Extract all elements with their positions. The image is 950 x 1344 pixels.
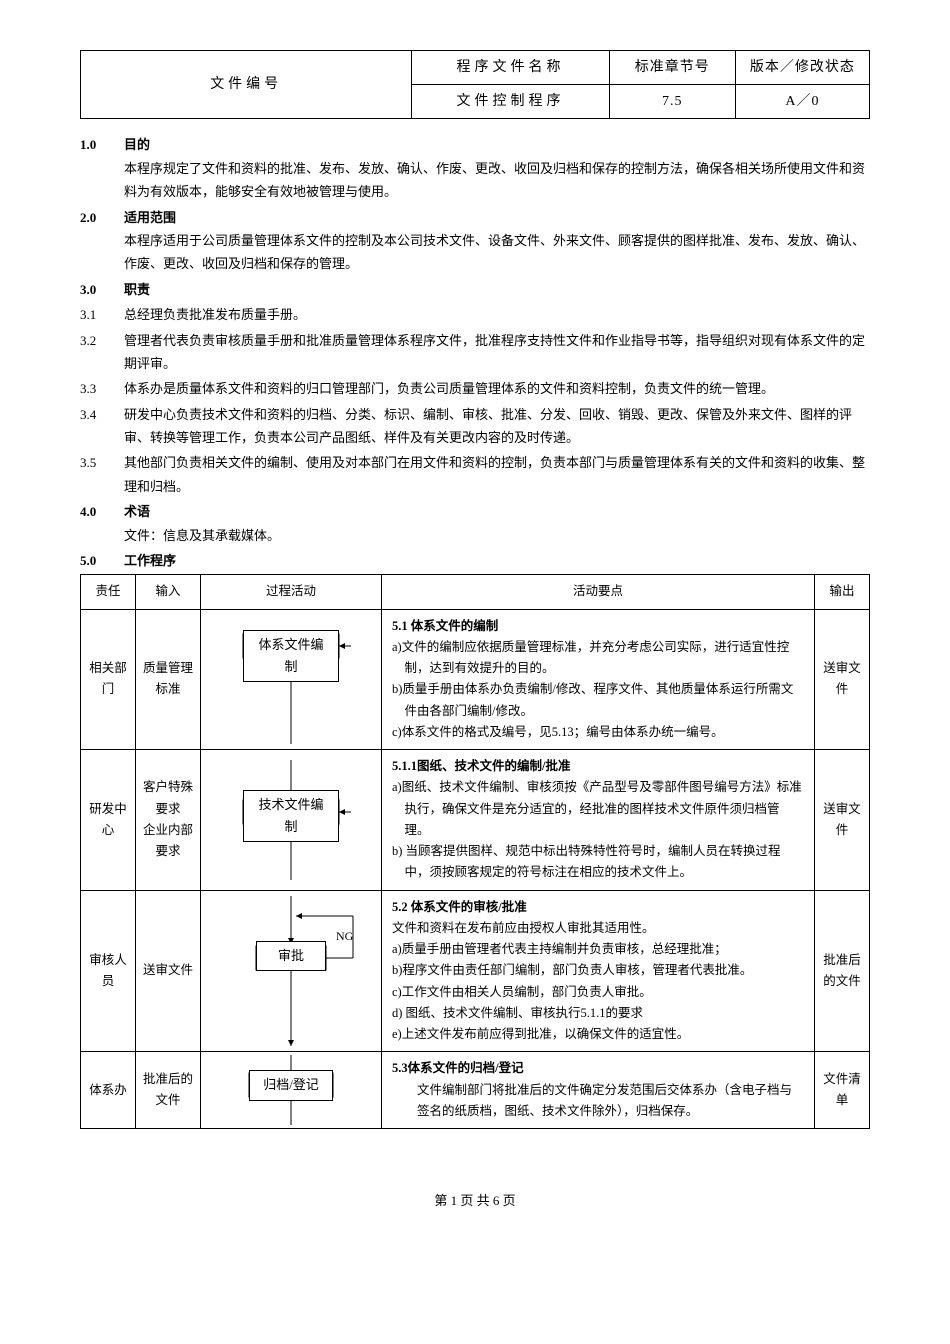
workflow-table: 责任 输入 过程活动 活动要点 输出 相关部门 质量管理标准 体系文件编制 5.…: [80, 574, 870, 1129]
r1-pb: b)质量手册由体系办负责编制/修改、程序文件、其他质量体系运行所需文件由各部门编…: [392, 679, 804, 722]
wf-row-4: 体系办 批准后的文件 归档/登记 5.3体系文件的归档/登记 文件编制部门将批准…: [81, 1052, 870, 1129]
r3-pc: c)工作文件由相关人员编制，部门负责人审批。: [392, 982, 804, 1003]
s3-1n: 3.1: [80, 303, 124, 326]
s3-5n: 3.5: [80, 451, 124, 498]
s1-num: 1.0: [80, 133, 124, 156]
r2-pts-title: 5.1.1图纸、技术文件的编制/批准: [392, 756, 804, 777]
s4-title: 术语: [124, 500, 870, 523]
wfh-input: 输入: [136, 575, 201, 609]
r1-pa: a)文件的编制应依据质量管理标准，并充分考虑公司实际，进行适宜性控制，达到有效提…: [392, 637, 804, 680]
s3-3n: 3.3: [80, 377, 124, 400]
flow-svg-3: NG: [201, 896, 381, 1046]
s3-3: 体系办是质量体系文件和资料的归口管理部门，负责公司质量管理体系的文件和资料控制，…: [124, 377, 870, 400]
r3-pb: b)程序文件由责任部门编制，部门负责人审核，管理者代表批准。: [392, 960, 804, 981]
s4-para: 文件：信息及其承载媒体。: [80, 524, 870, 547]
ng-label: NG: [336, 929, 354, 943]
wf-row-3: 审核人员 送审文件 NG 审批 5.2 体系文件的审核/批准 文件: [81, 890, 870, 1052]
r3-output: 批准后的文件: [815, 890, 870, 1052]
r3-p0: 文件和资料在发布前应由授权人审批其适用性。: [392, 918, 804, 939]
wfh-resp: 责任: [81, 575, 136, 609]
version-value: A／0: [735, 85, 869, 119]
s2-title: 适用范围: [124, 206, 870, 229]
wfh-points: 活动要点: [382, 575, 815, 609]
r2-box: 技术文件编制: [243, 790, 339, 842]
s3-title: 职责: [124, 278, 870, 301]
r4-pts-title: 5.3体系文件的归档/登记: [392, 1058, 804, 1079]
r4-box: 归档/登记: [249, 1070, 333, 1100]
doc-header-table: 文件编号 程序文件名称 标准章节号 版本／修改状态 文件控制程序 7.5 A／0: [80, 50, 870, 119]
s2-num: 2.0: [80, 206, 124, 229]
wf-row-2: 研发中心 客户特殊要求 企业内部要求 技术文件编制 5.1.1图纸、技术文件的编…: [81, 750, 870, 891]
s3-2: 管理者代表负责审核质量手册和批准质量管理体系程序文件，批准程序支持性文件和作业指…: [124, 329, 870, 376]
r4-p0: 文件编制部门将批准后的文件确定分发范围后交体系办（含电子档与签名的纸质档，图纸、…: [392, 1080, 804, 1123]
r1-resp: 相关部门: [81, 609, 136, 750]
r2-resp: 研发中心: [81, 750, 136, 891]
chapter-value: 7.5: [609, 85, 735, 119]
r3-resp: 审核人员: [81, 890, 136, 1052]
s5-num: 5.0: [80, 549, 124, 572]
chapter-label: 标准章节号: [609, 51, 735, 85]
r3-pe: e)上述文件发布前应得到批准，以确保文件的适宜性。: [392, 1024, 804, 1045]
s3-num: 3.0: [80, 278, 124, 301]
r4-resp: 体系办: [81, 1052, 136, 1129]
proc-name-label: 程序文件名称: [412, 51, 609, 85]
r1-output: 送审文件: [815, 609, 870, 750]
r2-pa: a)图纸、技术文件编制、审核须按《产品型号及零部件图号编号方法》标准执行，确保文…: [392, 777, 804, 841]
wf-header-row: 责任 输入 过程活动 活动要点 输出: [81, 575, 870, 609]
version-label: 版本／修改状态: [735, 51, 869, 85]
r3-pa: a)质量手册由管理者代表主持编制并负责审核，总经理批准；: [392, 939, 804, 960]
wfh-activity: 过程活动: [201, 575, 382, 609]
r1-input: 质量管理标准: [136, 609, 201, 750]
r3-pts-title: 5.2 体系文件的审核/批准: [392, 897, 804, 918]
s1-para: 本程序规定了文件和资料的批准、发布、发放、确认、作废、更改、收回及归档和保存的控…: [80, 157, 870, 204]
s3-4n: 3.4: [80, 403, 124, 450]
s3-4: 研发中心负责技术文件和资料的归档、分类、标识、编制、审核、批准、分发、回收、销毁…: [124, 403, 870, 450]
s5-title: 工作程序: [124, 549, 870, 572]
r1-box: 体系文件编制: [243, 630, 339, 682]
s2-para: 本程序适用于公司质量管理体系文件的控制及本公司技术文件、设备文件、外来文件、顾客…: [80, 229, 870, 276]
s4-num: 4.0: [80, 500, 124, 523]
proc-name-value: 文件控制程序: [412, 85, 609, 119]
s3-5: 其他部门负责相关文件的编制、使用及对本部门在用文件和资料的控制，负责本部门与质量…: [124, 451, 870, 498]
s3-1: 总经理负责批准发布质量手册。: [124, 303, 870, 326]
s1-title: 目的: [124, 133, 870, 156]
r4-output: 文件清单: [815, 1052, 870, 1129]
r1-pts-title: 5.1 体系文件的编制: [392, 616, 804, 637]
doc-num-label: 文件编号: [81, 51, 412, 119]
r3-pd: d) 图纸、技术文件编制、审核执行5.1.1的要求: [392, 1003, 804, 1024]
r2-output: 送审文件: [815, 750, 870, 891]
page-footer: 第 1 页 共 6 页: [80, 1189, 870, 1212]
r2-input: 客户特殊要求 企业内部要求: [136, 750, 201, 891]
r1-pc: c)体系文件的格式及编号，见5.13；编号由体系办统一编号。: [392, 722, 804, 743]
document-body: 1.0 目的 本程序规定了文件和资料的批准、发布、发放、确认、作废、更改、收回及…: [80, 133, 870, 1129]
r3-box: 审批: [256, 941, 326, 971]
s3-2n: 3.2: [80, 329, 124, 376]
r4-input: 批准后的文件: [136, 1052, 201, 1129]
wfh-output: 输出: [815, 575, 870, 609]
wf-row-1: 相关部门 质量管理标准 体系文件编制 5.1 体系文件的编制 a)文件的编制应依…: [81, 609, 870, 750]
r3-input: 送审文件: [136, 890, 201, 1052]
r2-pb: b) 当顾客提供图样、规范中标出特殊特性符号时，编制人员在转换过程中，须按顾客规…: [392, 841, 804, 884]
